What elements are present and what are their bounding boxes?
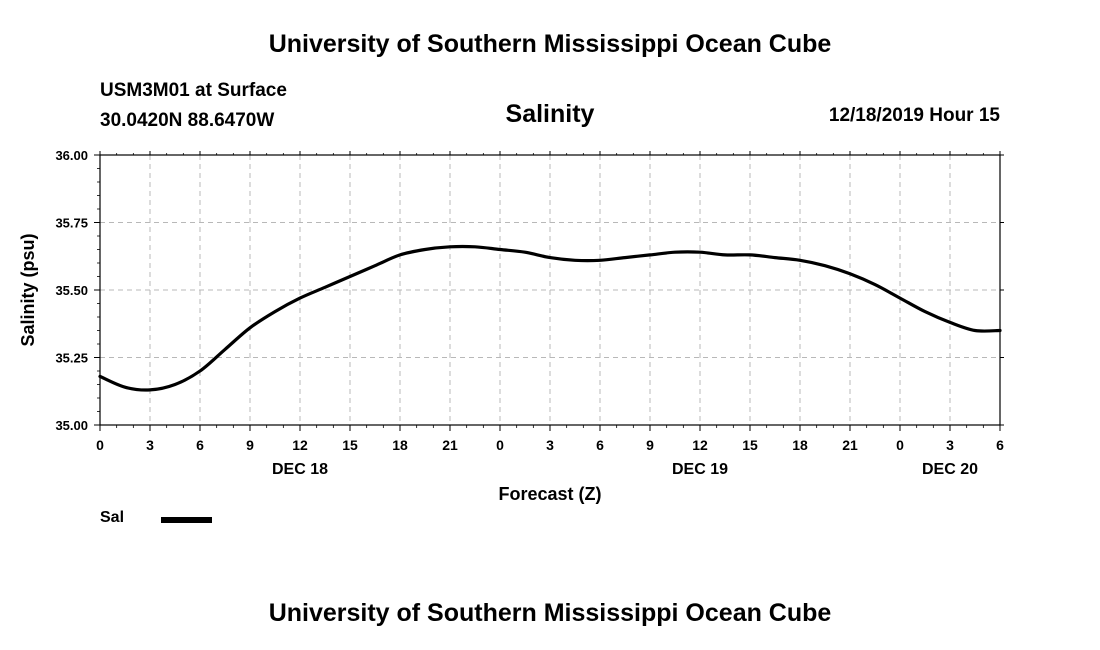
y-tick-label: 35.75: [55, 216, 88, 231]
y-axis-label: Salinity (psu): [18, 233, 38, 346]
x-tick-label: 21: [842, 437, 858, 453]
x-tick-label: 15: [742, 437, 758, 453]
x-tick-label: 18: [392, 437, 408, 453]
x-tick-label: 12: [692, 437, 708, 453]
x-tick-label: 9: [246, 437, 254, 453]
x-axis-label: Forecast (Z): [498, 484, 601, 504]
station-info: USM3M01 at Surface 30.0420N 88.6470W: [100, 76, 287, 136]
x-tick-label: 6: [596, 437, 604, 453]
station-name: USM3M01 at Surface: [100, 80, 287, 101]
x-tick-label: 0: [496, 437, 504, 453]
x-tick-label: 6: [996, 437, 1004, 453]
x-tick-label: 0: [96, 437, 104, 453]
x-tick-label: 12: [292, 437, 308, 453]
x-tick-label: 15: [342, 437, 358, 453]
x-tick-label: 3: [946, 437, 954, 453]
series-line-sal: [98, 244, 1002, 392]
y-tick-label: 35.00: [55, 418, 88, 433]
x-tick-label: 0: [896, 437, 904, 453]
series-layer: [98, 244, 1002, 392]
x-tick-label: 21: [442, 437, 458, 453]
grid: [100, 155, 1000, 425]
x-tick-label: 9: [646, 437, 654, 453]
legend-label: Sal: [100, 509, 125, 526]
tick-labels: 0 3 6 9 12 15 18 21 0 3 6 9 12 15 18 21 0 3 6 DEC 18 DEC 19 D…: [55, 148, 1004, 478]
station-coordinates: 30.0420N 88.6470W: [100, 110, 275, 131]
forecast-datetime: 12/18/2019 Hour 15: [828, 105, 1000, 126]
page-title: University of Southern Mississippi Ocean…: [268, 30, 832, 58]
chart-title: Salinity: [505, 100, 595, 128]
x-tick-label: 3: [146, 437, 154, 453]
y-tick-label: 36.00: [55, 148, 88, 163]
date-label: DEC 20: [922, 461, 978, 478]
legend-swatch: [161, 517, 212, 523]
ticks: [94, 151, 1004, 431]
x-tick-label: 18: [792, 437, 808, 453]
y-tick-label: 35.50: [55, 283, 88, 298]
date-label: DEC 19: [672, 461, 728, 478]
y-tick-label: 35.25: [55, 351, 88, 366]
x-tick-label: 3: [546, 437, 554, 453]
footer-title: University of Southern Mississippi Ocean…: [268, 599, 832, 627]
x-tick-label: 6: [196, 437, 204, 453]
date-label: DEC 18: [272, 461, 328, 478]
